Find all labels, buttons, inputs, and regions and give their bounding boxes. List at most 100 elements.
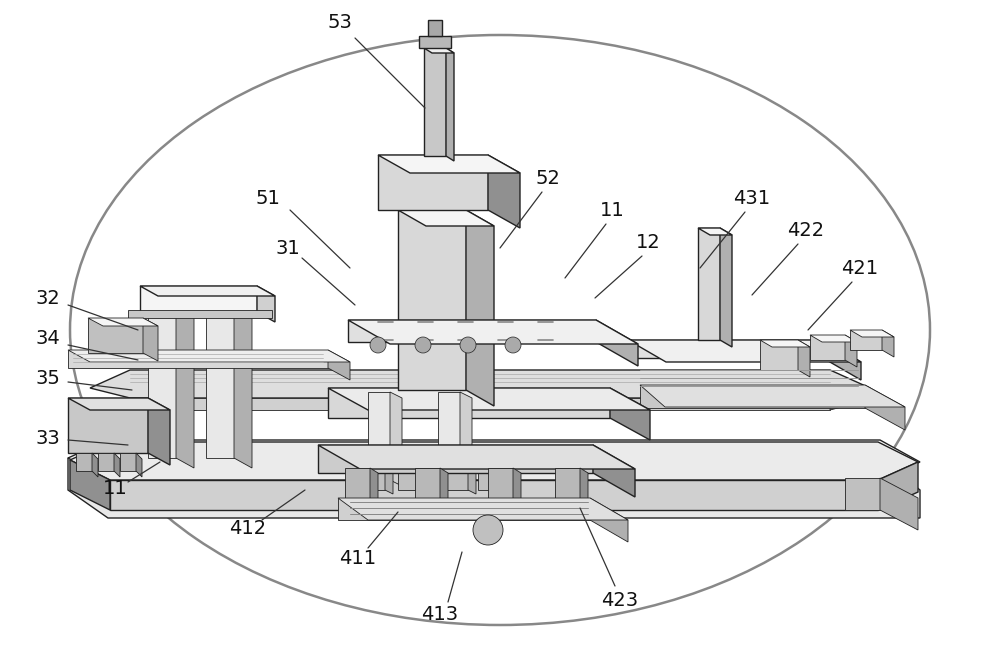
- Polygon shape: [760, 340, 810, 347]
- Polygon shape: [428, 20, 442, 36]
- Polygon shape: [440, 468, 448, 503]
- Polygon shape: [70, 442, 918, 480]
- Polygon shape: [92, 453, 98, 477]
- Polygon shape: [640, 385, 865, 408]
- Circle shape: [505, 337, 521, 353]
- Polygon shape: [206, 298, 234, 458]
- Polygon shape: [882, 330, 894, 357]
- Polygon shape: [798, 340, 810, 377]
- Polygon shape: [398, 210, 466, 390]
- Polygon shape: [555, 468, 580, 498]
- Polygon shape: [378, 155, 488, 210]
- Polygon shape: [120, 453, 136, 471]
- Polygon shape: [810, 335, 857, 342]
- Polygon shape: [90, 370, 870, 398]
- Polygon shape: [68, 350, 350, 362]
- Polygon shape: [88, 318, 143, 353]
- Polygon shape: [368, 392, 390, 480]
- Polygon shape: [488, 468, 513, 498]
- Polygon shape: [438, 468, 468, 490]
- Polygon shape: [513, 468, 521, 503]
- Polygon shape: [318, 445, 593, 473]
- Polygon shape: [830, 388, 870, 410]
- Polygon shape: [70, 460, 110, 510]
- Polygon shape: [128, 310, 272, 318]
- Polygon shape: [466, 210, 494, 406]
- Polygon shape: [698, 228, 720, 340]
- Polygon shape: [136, 453, 142, 477]
- Polygon shape: [140, 286, 275, 296]
- Polygon shape: [148, 298, 194, 308]
- Polygon shape: [850, 330, 894, 337]
- Polygon shape: [593, 445, 635, 497]
- Polygon shape: [845, 335, 857, 367]
- Polygon shape: [415, 468, 440, 498]
- Polygon shape: [68, 398, 170, 410]
- Polygon shape: [845, 478, 880, 510]
- Text: 11: 11: [600, 200, 624, 219]
- Polygon shape: [438, 392, 460, 480]
- Polygon shape: [720, 228, 732, 347]
- Polygon shape: [446, 48, 454, 161]
- Polygon shape: [698, 228, 732, 235]
- Polygon shape: [468, 468, 476, 494]
- Polygon shape: [257, 286, 275, 322]
- Polygon shape: [328, 388, 610, 418]
- Text: 422: 422: [787, 221, 825, 239]
- Text: 412: 412: [229, 518, 267, 537]
- Circle shape: [370, 337, 386, 353]
- Polygon shape: [610, 388, 650, 440]
- Polygon shape: [98, 453, 114, 471]
- Polygon shape: [140, 286, 257, 312]
- Text: 52: 52: [536, 169, 560, 188]
- Text: 53: 53: [328, 13, 352, 32]
- Polygon shape: [328, 388, 650, 410]
- Polygon shape: [328, 350, 350, 380]
- Polygon shape: [176, 298, 194, 468]
- Polygon shape: [114, 453, 120, 477]
- Polygon shape: [68, 440, 920, 480]
- Polygon shape: [596, 320, 638, 366]
- Polygon shape: [130, 398, 830, 410]
- Circle shape: [473, 515, 503, 545]
- Polygon shape: [148, 298, 176, 458]
- Polygon shape: [850, 330, 882, 350]
- Text: 411: 411: [339, 549, 377, 568]
- Polygon shape: [206, 298, 252, 308]
- Polygon shape: [760, 340, 798, 370]
- Text: 33: 33: [36, 428, 60, 447]
- Polygon shape: [148, 398, 170, 465]
- Polygon shape: [424, 48, 446, 156]
- Polygon shape: [234, 298, 252, 468]
- Text: 12: 12: [636, 233, 660, 251]
- Text: 31: 31: [276, 239, 300, 258]
- Polygon shape: [318, 445, 635, 469]
- Text: 32: 32: [36, 288, 60, 307]
- Text: 51: 51: [256, 188, 280, 208]
- Polygon shape: [338, 498, 590, 520]
- Polygon shape: [338, 498, 628, 520]
- Polygon shape: [110, 480, 878, 510]
- Polygon shape: [348, 320, 596, 342]
- Polygon shape: [348, 320, 638, 344]
- Circle shape: [415, 337, 431, 353]
- Polygon shape: [398, 210, 494, 226]
- Text: 35: 35: [36, 368, 60, 387]
- Polygon shape: [385, 468, 393, 494]
- Polygon shape: [68, 398, 148, 453]
- Polygon shape: [488, 155, 520, 228]
- Text: 431: 431: [733, 188, 771, 208]
- Circle shape: [460, 337, 476, 353]
- Polygon shape: [68, 458, 920, 518]
- Polygon shape: [478, 468, 508, 490]
- Text: 11: 11: [103, 479, 127, 498]
- Polygon shape: [580, 468, 588, 503]
- Polygon shape: [345, 468, 370, 498]
- Polygon shape: [143, 318, 158, 361]
- Text: 423: 423: [601, 590, 639, 609]
- Polygon shape: [424, 48, 454, 53]
- Polygon shape: [68, 350, 328, 368]
- Polygon shape: [810, 335, 845, 360]
- Text: 413: 413: [421, 605, 459, 625]
- Polygon shape: [865, 385, 905, 430]
